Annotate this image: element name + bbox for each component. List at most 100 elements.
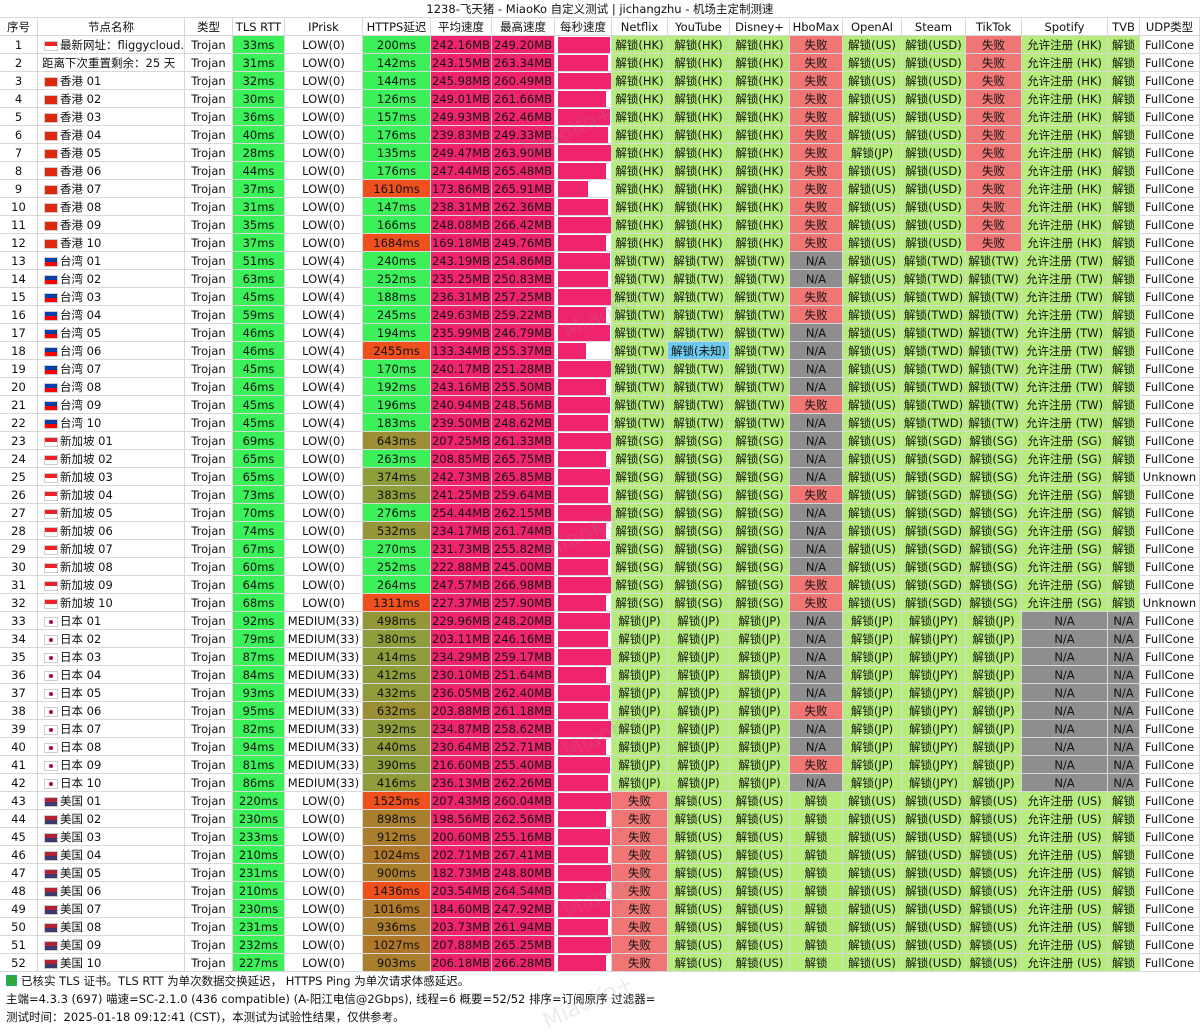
cell: N/A — [1108, 774, 1140, 792]
cell: FullCone — [1140, 252, 1200, 270]
cell: 解锁 — [1108, 810, 1140, 828]
cell: 解锁(TW) — [668, 270, 730, 288]
cell: 解锁(US) — [966, 900, 1022, 918]
cell: FullCone — [1140, 720, 1200, 738]
cell: 解锁(US) — [843, 810, 902, 828]
cell: 239.50MB — [431, 414, 492, 432]
cell: 35 — [0, 648, 38, 666]
cell: 900ms — [363, 864, 431, 882]
cell: FullCone — [1140, 756, 1200, 774]
cell: N/A — [1022, 774, 1108, 792]
cell: 解锁(USD) — [902, 198, 966, 216]
speed-graph — [555, 468, 612, 486]
cell: 解锁(SG) — [966, 450, 1022, 468]
cell: 632ms — [363, 702, 431, 720]
cell: FullCone — [1140, 306, 1200, 324]
cell: 解锁(JP) — [668, 630, 730, 648]
cell: 解锁(JPY) — [902, 774, 966, 792]
cell: Trojan — [185, 36, 233, 54]
cell: 解锁(US) — [668, 810, 730, 828]
cell: 解锁(HK) — [612, 162, 668, 180]
cell: FullCone — [1140, 576, 1200, 594]
cell: FullCone — [1140, 504, 1200, 522]
cell: 失败 — [790, 180, 843, 198]
cell: 390ms — [363, 756, 431, 774]
cell: 解锁(US) — [843, 954, 902, 972]
cell: LOW(4) — [285, 252, 363, 270]
cell: 解锁(JP) — [668, 738, 730, 756]
cell: 64ms — [233, 576, 285, 594]
cell: 解锁(JP) — [730, 666, 790, 684]
cell: N/A — [1108, 702, 1140, 720]
flag-icon — [44, 581, 58, 591]
speed-graph — [555, 756, 612, 774]
speed-bar — [558, 721, 611, 737]
cell: 解锁(US) — [843, 252, 902, 270]
cell: 日本 04 — [38, 666, 185, 684]
cell: 解锁(HK) — [730, 162, 790, 180]
cell: 解锁(JP) — [612, 648, 668, 666]
flag-icon — [44, 851, 58, 861]
cell: 246.79MB — [492, 324, 555, 342]
cell: 解锁(TW) — [730, 396, 790, 414]
cell: 265.25MB — [492, 936, 555, 954]
cell: 解锁(SG) — [966, 576, 1022, 594]
cell: 解锁 — [1108, 432, 1140, 450]
cell: 239.83MB — [431, 126, 492, 144]
cell: 230ms — [233, 810, 285, 828]
flag-dot — [49, 674, 53, 678]
cell: 231ms — [233, 918, 285, 936]
cell: 失败 — [790, 108, 843, 126]
cell: FullCone — [1140, 432, 1200, 450]
cell: 解锁(SG) — [668, 504, 730, 522]
cell: 解锁(USD) — [902, 954, 966, 972]
speed-graph — [555, 576, 612, 594]
cell: 解锁(JPY) — [902, 720, 966, 738]
cell: 允许注册 (HK) — [1022, 234, 1108, 252]
cell: 245.00MB — [492, 558, 555, 576]
cell: 允许注册 (TW) — [1022, 288, 1108, 306]
cell: 34 — [0, 630, 38, 648]
cell: 解锁(JP) — [668, 612, 730, 630]
flag-icon — [44, 167, 58, 177]
column-header: Spotify — [1022, 18, 1108, 36]
cell: 解锁(US) — [843, 594, 902, 612]
cell: 新加坡 03 — [38, 468, 185, 486]
cell: 解锁(US) — [843, 216, 902, 234]
cell: FullCone — [1140, 882, 1200, 900]
cell: 解锁(US) — [668, 846, 730, 864]
cell: 失败 — [790, 216, 843, 234]
cell: 247.57MB — [431, 576, 492, 594]
cell: 失败 — [612, 846, 668, 864]
cell: 68ms — [233, 594, 285, 612]
cell: 234.29MB — [431, 648, 492, 666]
cell: 解锁(JP) — [730, 720, 790, 738]
cell: 解锁(TW) — [668, 288, 730, 306]
cell: FullCone — [1140, 648, 1200, 666]
cell: 8 — [0, 162, 38, 180]
cell: FullCone — [1140, 288, 1200, 306]
cell: 香港 04 — [38, 126, 185, 144]
cell: 196ms — [363, 396, 431, 414]
cell: 解锁(US) — [730, 828, 790, 846]
cell: 解锁(US) — [668, 918, 730, 936]
cell: 解锁 — [1108, 450, 1140, 468]
cell: FullCone — [1140, 342, 1200, 360]
cell: 解锁(SG) — [668, 594, 730, 612]
speed-bar — [558, 379, 606, 395]
cell: 5 — [0, 108, 38, 126]
cell: LOW(4) — [285, 360, 363, 378]
cell: 解锁 — [1108, 828, 1140, 846]
flag-icon — [44, 383, 58, 393]
cell: 解锁(TW) — [612, 396, 668, 414]
cell: 解锁 — [1108, 108, 1140, 126]
cell: 解锁(US) — [730, 864, 790, 882]
cell: 229.96MB — [431, 612, 492, 630]
cell: 解锁(USD) — [902, 810, 966, 828]
cell: 解锁(US) — [843, 558, 902, 576]
cell: 解锁 — [1108, 216, 1140, 234]
cell: 解锁(USD) — [902, 792, 966, 810]
cell: 解锁(SG) — [612, 504, 668, 522]
cell: 52 — [0, 954, 38, 972]
cell: 257.25MB — [492, 288, 555, 306]
